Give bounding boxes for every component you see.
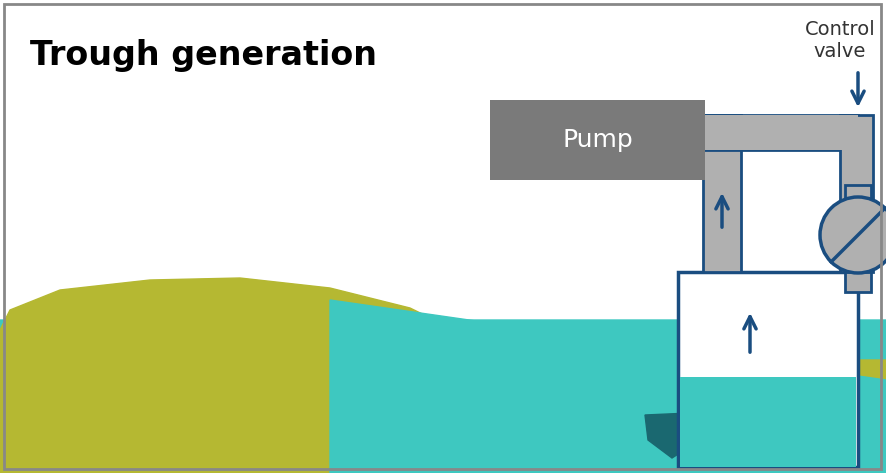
Text: Control
valve: Control valve <box>804 20 875 61</box>
Bar <box>845 185 871 205</box>
Bar <box>680 377 856 467</box>
Polygon shape <box>330 300 886 473</box>
Bar <box>490 100 705 180</box>
Text: Trough generation: Trough generation <box>30 38 377 71</box>
Bar <box>703 115 858 150</box>
Bar <box>845 272 871 292</box>
Polygon shape <box>645 413 700 458</box>
Polygon shape <box>0 278 886 473</box>
Bar <box>703 115 858 150</box>
Circle shape <box>820 197 886 273</box>
Text: Pump: Pump <box>562 128 633 152</box>
Polygon shape <box>0 320 886 473</box>
Bar <box>840 115 873 272</box>
Bar <box>703 115 741 272</box>
Bar <box>678 272 858 467</box>
